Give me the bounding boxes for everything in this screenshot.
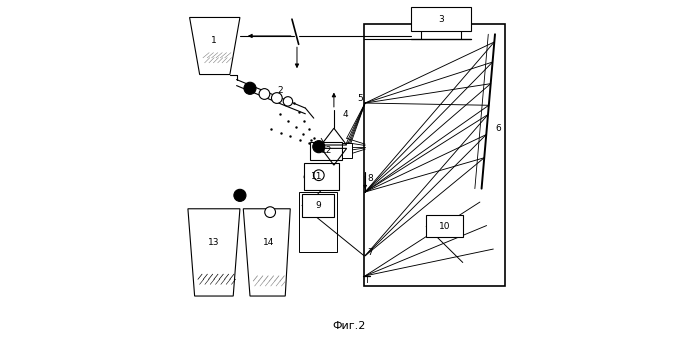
Text: 4: 4	[343, 110, 348, 119]
Circle shape	[313, 141, 325, 153]
Bar	[311, 142, 342, 160]
Circle shape	[313, 170, 324, 181]
Text: 6: 6	[496, 124, 501, 133]
Text: 13: 13	[208, 238, 219, 247]
Text: 11: 11	[311, 173, 323, 181]
Circle shape	[272, 93, 282, 103]
Bar	[302, 194, 334, 217]
Text: Фиг.2: Фиг.2	[332, 321, 366, 331]
Text: 12: 12	[320, 146, 332, 155]
Text: 10: 10	[439, 222, 450, 231]
Text: 2: 2	[277, 86, 283, 95]
Bar	[411, 7, 471, 31]
Bar	[342, 143, 352, 158]
Circle shape	[244, 82, 256, 94]
Circle shape	[265, 207, 276, 217]
Circle shape	[234, 189, 246, 202]
Circle shape	[304, 175, 309, 179]
Text: 9: 9	[315, 201, 321, 210]
Bar	[364, 24, 505, 286]
Text: 14: 14	[262, 238, 274, 247]
Bar	[299, 192, 336, 252]
Bar	[304, 163, 339, 190]
Text: 3: 3	[438, 14, 444, 24]
Text: 1: 1	[211, 36, 217, 45]
Text: T: T	[364, 276, 369, 285]
Text: 7: 7	[368, 248, 373, 257]
Text: 5: 5	[357, 94, 363, 102]
Circle shape	[259, 89, 270, 99]
Bar	[426, 215, 463, 237]
Circle shape	[283, 97, 292, 106]
Text: 8: 8	[367, 174, 373, 183]
